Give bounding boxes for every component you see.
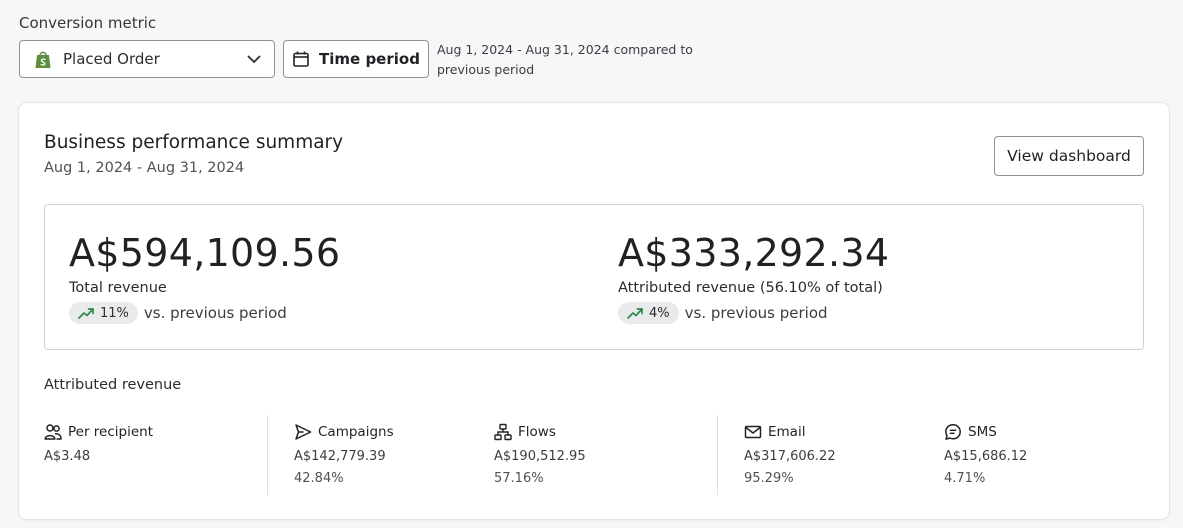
total-revenue-label: Total revenue xyxy=(69,280,167,296)
stat-percent: 42.84% xyxy=(294,471,344,486)
people-icon xyxy=(44,424,62,440)
trend-badge: 11% xyxy=(69,302,138,324)
stat-per-recipient: Per recipient A$3.48 xyxy=(44,422,153,464)
attributed-revenue-heading: Attributed revenue xyxy=(44,377,182,393)
attributed-revenue-trend: 4% vs. previous period xyxy=(618,302,828,324)
card-date-range: Aug 1, 2024 - Aug 31, 2024 xyxy=(44,160,245,176)
conversion-metric-value: Placed Order xyxy=(63,50,160,68)
stat-value: A$3.48 xyxy=(44,449,91,464)
stat-email: Email A$317,606.22 95.29% xyxy=(744,422,836,486)
total-revenue-trend: 11% vs. previous period xyxy=(69,302,287,324)
revenue-summary-box: A$594,109.56 Total revenue 11% vs. previ… xyxy=(44,204,1144,350)
trend-up-icon xyxy=(627,308,643,319)
trend-percent: 11% xyxy=(100,305,129,321)
email-icon xyxy=(744,425,762,439)
stat-label: Email xyxy=(768,424,806,440)
attributed-revenue-label: Attributed revenue (56.10% of total) xyxy=(618,280,883,296)
trend-suffix: vs. previous period xyxy=(143,304,287,322)
stat-label: SMS xyxy=(968,424,997,440)
trend-badge: 4% xyxy=(618,302,679,324)
flows-icon xyxy=(494,423,512,441)
attributed-revenue-value: A$333,292.34 xyxy=(618,231,890,275)
stat-value: A$190,512.95 xyxy=(494,449,586,464)
total-revenue-value: A$594,109.56 xyxy=(69,231,341,275)
view-dashboard-button[interactable]: View dashboard xyxy=(994,136,1144,176)
stat-sms: SMS A$15,686.12 4.71% xyxy=(944,422,1027,486)
chevron-down-icon xyxy=(247,55,261,63)
stat-percent: 57.16% xyxy=(494,471,544,486)
trend-suffix: vs. previous period xyxy=(684,304,828,322)
trend-percent: 4% xyxy=(649,305,670,321)
send-icon xyxy=(295,424,312,440)
trend-up-icon xyxy=(78,308,94,319)
time-period-label: Time period xyxy=(319,50,420,68)
business-performance-card: Business performance summary Aug 1, 2024… xyxy=(19,103,1169,519)
conversion-metric-label: Conversion metric xyxy=(19,14,157,32)
stat-value: A$142,779.39 xyxy=(294,449,386,464)
stat-value: A$15,686.12 xyxy=(944,449,1028,464)
stat-label: Campaigns xyxy=(318,424,394,440)
stat-percent: 95.29% xyxy=(744,471,794,486)
column-divider xyxy=(267,415,268,495)
sms-icon xyxy=(945,424,961,440)
stat-flows: Flows A$190,512.95 57.16% xyxy=(494,422,586,486)
stat-value: A$317,606.22 xyxy=(744,449,836,464)
stat-percent: 4.71% xyxy=(944,471,986,486)
shopify-bag-icon xyxy=(35,51,51,68)
calendar-icon xyxy=(293,51,309,67)
card-title: Business performance summary xyxy=(44,132,344,153)
stat-label: Flows xyxy=(518,424,556,440)
time-period-button[interactable]: Time period xyxy=(283,40,429,78)
column-divider xyxy=(717,415,718,495)
stat-label: Per recipient xyxy=(68,424,154,440)
stat-campaigns: Campaigns A$142,779.39 42.84% xyxy=(294,422,394,486)
conversion-metric-select[interactable]: Placed Order xyxy=(19,40,275,78)
period-comparison-text: Aug 1, 2024 - Aug 31, 2024 compared to p… xyxy=(437,42,693,77)
